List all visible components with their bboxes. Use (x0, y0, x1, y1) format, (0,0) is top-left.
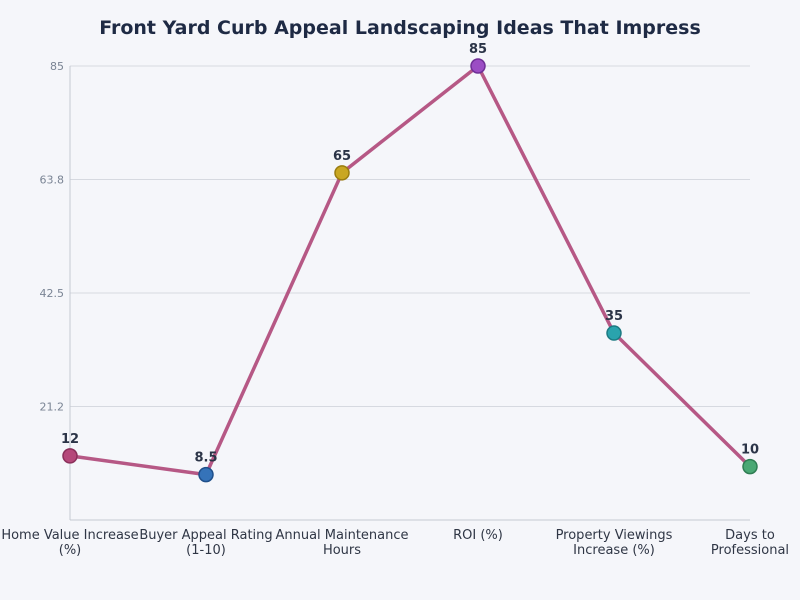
grid-layer: 21.2 42.5 63.8 85 (40, 60, 750, 414)
x-tick-label: ROI (%) (453, 528, 503, 543)
y-tick-label: 63.8 (40, 174, 65, 187)
data-point[interactable] (606, 325, 622, 341)
data-label: 10 (741, 443, 759, 458)
data-point[interactable] (62, 448, 78, 464)
data-point[interactable] (198, 466, 214, 483)
x-tick-label: Home Value Increase (%) (1, 528, 138, 558)
series-line (68, 64, 752, 477)
data-label: 35 (605, 309, 623, 324)
data-point[interactable] (742, 458, 758, 475)
y-tick-label: 21.2 (40, 401, 65, 414)
data-label-layer: 12 8.5 65 85 35 10 (61, 42, 759, 466)
data-label: 85 (469, 42, 487, 57)
x-tick-layer: Home Value Increase (%)Buyer Appeal Ratin… (1, 528, 789, 558)
y-tick-label: 85 (50, 60, 64, 73)
chart-title: Front Yard Curb Appeal Landscaping Ideas… (99, 17, 701, 39)
data-point-layer (62, 58, 758, 483)
x-tick-label: Buyer Appeal Rating (1-10) (139, 528, 272, 558)
x-tick-label: Property Viewings Increase (%) (556, 528, 673, 558)
data-label: 8.5 (194, 451, 217, 466)
y-tick-label: 42.5 (40, 287, 65, 300)
data-label: 12 (61, 432, 79, 447)
series-line-layer (68, 64, 752, 477)
axis-layer (69, 66, 750, 521)
x-tick-label: Annual Maintenance Hours (275, 528, 408, 558)
data-point[interactable] (470, 58, 486, 74)
data-point[interactable] (334, 165, 350, 181)
data-label: 65 (333, 149, 351, 164)
x-tick-label: Days to Professional (711, 528, 789, 558)
